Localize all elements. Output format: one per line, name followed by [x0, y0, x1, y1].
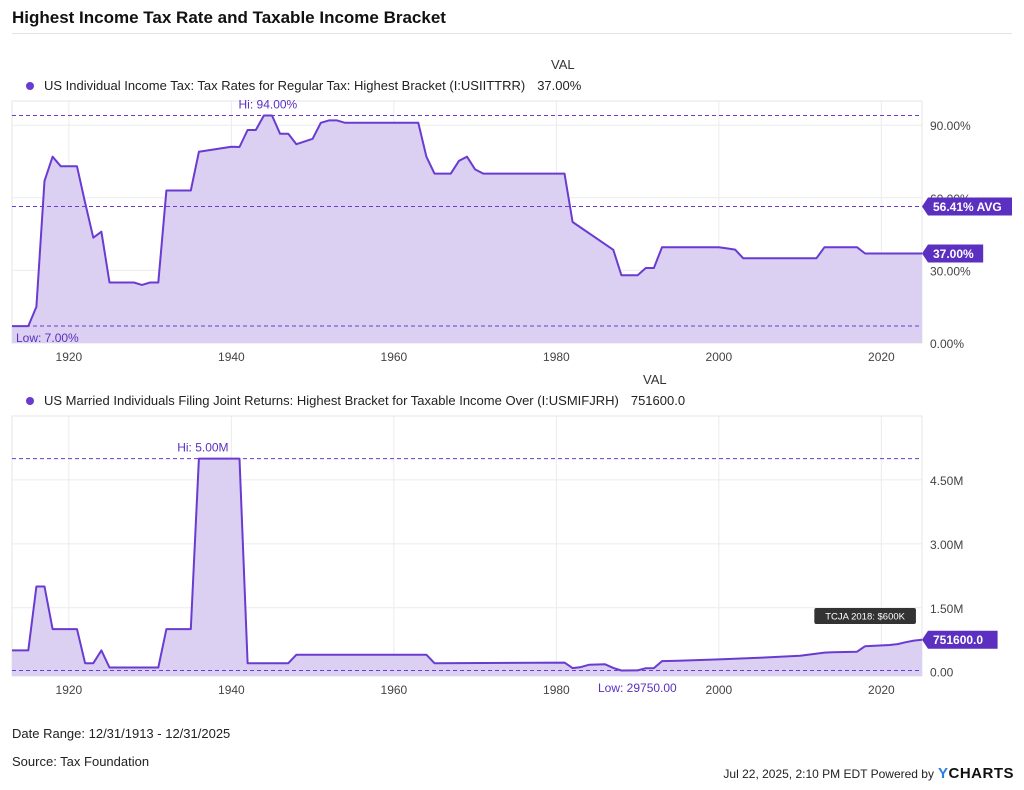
bottom-series-line: [12, 457, 923, 672]
top-legend-name: US Individual Income Tax: Tax Rates for …: [44, 78, 526, 93]
top-last-value-badge-text: 37.00%: [933, 247, 974, 261]
bottom-x-tick-1: 1940: [218, 683, 245, 697]
top-legend[interactable]: US Individual Income Tax: Tax Rates for …: [26, 78, 581, 93]
top-x-tick-4: 2000: [706, 350, 733, 364]
bottom-y-tick-0: 0.00: [930, 666, 954, 680]
title-divider: [12, 33, 1012, 34]
bottom-val-header: VAL: [643, 372, 667, 387]
bottom-y-tick-1: 1.50M: [930, 602, 963, 616]
top-x-tick-0: 1920: [56, 350, 83, 364]
top-legend-value: 37.00%: [537, 78, 582, 93]
top-series-line: [12, 114, 922, 328]
bottom-tooltip-box: [814, 608, 916, 624]
top-series-area: [12, 115, 922, 343]
date-range: Date Range: 12/31/1913 - 12/31/2025: [12, 726, 231, 741]
top-val-header: VAL: [551, 57, 575, 72]
bottom-legend[interactable]: US Married Individuals Filing Joint Retu…: [26, 393, 685, 408]
top-legend-dot: [26, 81, 34, 90]
bottom-last-value-badge-text: 751600.0: [933, 633, 983, 647]
top-avg-badge-text: 56.41% AVG: [933, 200, 1002, 214]
top-x-tick-3: 1980: [543, 350, 570, 364]
bottom-low-label: Low: 29750.00: [598, 681, 677, 695]
top-avg-badge: [922, 197, 1012, 216]
bottom-x-tick-4: 2000: [706, 683, 733, 697]
bottom-legend-name: US Married Individuals Filing Joint Retu…: [44, 393, 619, 408]
bottom-plot-frame: [11, 415, 923, 677]
bottom-y-tick-2: 3.00M: [930, 538, 963, 552]
top-y-tick-1: 30.00%: [930, 264, 971, 278]
source-note: Source: Tax Foundation: [12, 754, 150, 769]
bottom-series-area: [12, 458, 922, 676]
bottom-hi-label: Hi: 5.00M: [177, 441, 228, 455]
top-last-value-badge: [922, 244, 984, 263]
bottom-x-tick-5: 2020: [868, 683, 895, 697]
ycharts-logo[interactable]: YCHARTS: [937, 765, 1014, 782]
footer-brand: Jul 22, 2025, 2:10 PM EDT Powered by YCH…: [723, 765, 1014, 782]
bottom-x-tick-2: 1960: [381, 683, 408, 697]
bottom-x-tick-0: 1920: [56, 683, 83, 697]
chart-title: Highest Income Tax Rate and Taxable Inco…: [12, 8, 446, 27]
bottom-last-value-badge: [922, 630, 998, 649]
bottom-legend-value: 751600.0: [630, 393, 686, 408]
top-x-tick-1: 1940: [218, 350, 245, 364]
bottom-x-tick-3: 1980: [543, 683, 570, 697]
top-x-tick-2: 1960: [381, 350, 408, 364]
timestamp: Jul 22, 2025, 2:10 PM EDT Powered by: [723, 766, 934, 781]
top-y-tick-0: 0.00%: [930, 337, 964, 351]
bottom-y-tick-3: 4.50M: [930, 474, 963, 488]
top-y-tick-3: 90.00%: [930, 119, 971, 133]
bottom-tooltip-text: TCJA 2018: $600K: [825, 612, 905, 623]
top-hi-label: Hi: 94.00%: [239, 98, 298, 112]
top-low-label: Low: 7.00%: [16, 331, 79, 345]
bottom-legend-dot: [26, 396, 34, 405]
top-x-tick-5: 2020: [868, 350, 895, 364]
